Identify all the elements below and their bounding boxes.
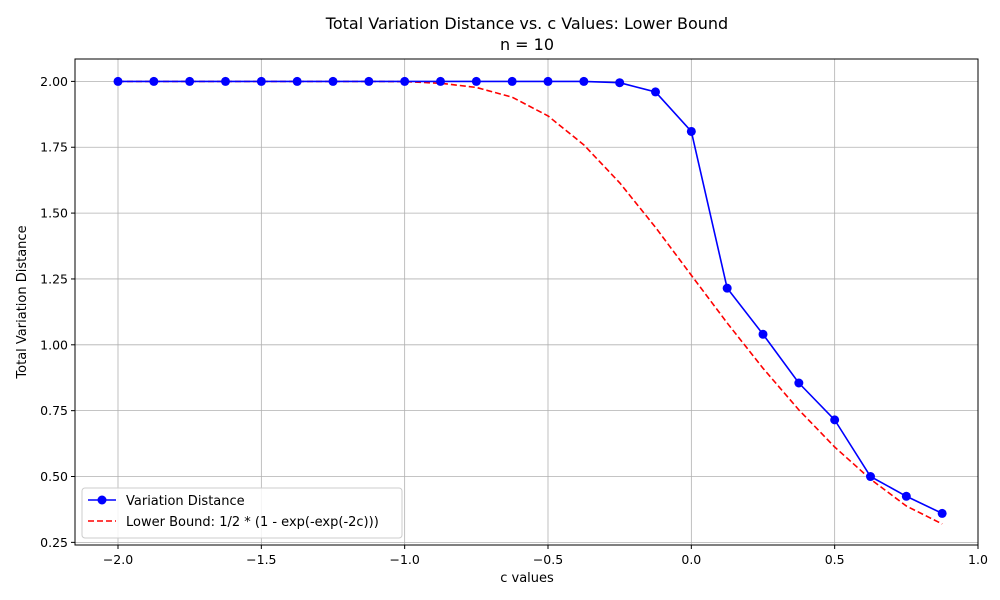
- x-axis-ticks: −2.0 −1.5 −1.0 −0.5 0.0 0.5 1.0: [103, 545, 988, 567]
- y-tick-label: 0.75: [40, 403, 68, 418]
- data-point-variation-distance: [364, 76, 374, 86]
- legend-box: [81, 487, 403, 539]
- data-point-variation-distance: [292, 76, 302, 86]
- x-tick-label: 0.5: [825, 552, 845, 567]
- y-axis-label: Total Variation Distance: [15, 225, 30, 379]
- y-axis-ticks: 0.25 0.50 0.75 1.00 1.25 1.50 1.75 2.00: [40, 74, 75, 550]
- data-point-variation-distance: [436, 76, 445, 86]
- y-tick-label: 1.75: [40, 140, 68, 155]
- legend-marker-variation-distance: [97, 495, 107, 505]
- legend: Variation Distance Lower Bound: 1/2 * (1…: [81, 487, 403, 539]
- data-point-variation-distance: [149, 76, 159, 86]
- plot-frame: [74, 58, 979, 546]
- x-tick-label: 1.0: [968, 552, 988, 567]
- x-tick-label: 0.0: [681, 552, 701, 567]
- legend-label-variation-distance: Variation Distance: [126, 494, 245, 509]
- data-point-variation-distance: [113, 76, 123, 86]
- chart-title: Total Variation Distance vs. c Values: L…: [325, 14, 728, 33]
- data-point-variation-distance: [794, 378, 804, 388]
- legend-label-lower-bound: Lower Bound: 1/2 * (1 - exp(-exp(-2c))): [126, 515, 379, 530]
- series-layer: [113, 76, 947, 525]
- data-point-variation-distance: [686, 126, 696, 136]
- data-point-variation-distance: [651, 87, 660, 97]
- y-tick-label: 1.00: [40, 337, 68, 352]
- x-tick-label: −1.5: [246, 552, 276, 567]
- data-point-variation-distance: [830, 415, 840, 425]
- data-point-variation-distance: [328, 76, 338, 86]
- data-point-variation-distance: [615, 78, 625, 88]
- x-axis-label: c values: [500, 571, 554, 586]
- y-tick-label: 0.50: [40, 469, 68, 484]
- series-line-variation-distance: [118, 80, 943, 515]
- data-point-variation-distance: [722, 283, 732, 293]
- y-tick-label: 0.25: [40, 535, 68, 550]
- data-point-variation-distance: [471, 76, 481, 86]
- x-tick-label: −1.0: [389, 552, 419, 567]
- data-point-variation-distance: [400, 76, 410, 86]
- data-point-variation-distance: [185, 76, 195, 86]
- y-tick-label: 1.50: [40, 206, 68, 221]
- data-point-variation-distance: [937, 508, 947, 518]
- y-tick-label: 2.00: [40, 74, 68, 89]
- data-point-variation-distance: [507, 76, 517, 86]
- data-point-variation-distance: [256, 76, 266, 86]
- y-tick-label: 1.25: [40, 271, 68, 286]
- data-point-variation-distance: [543, 76, 553, 86]
- data-point-variation-distance: [866, 472, 875, 482]
- x-tick-label: −0.5: [533, 552, 563, 567]
- data-point-variation-distance: [901, 491, 911, 501]
- data-point-variation-distance: [758, 329, 768, 339]
- data-point-variation-distance: [221, 76, 230, 86]
- chart-subtitle: n = 10: [500, 35, 554, 54]
- x-tick-label: −2.0: [103, 552, 133, 567]
- data-point-variation-distance: [579, 76, 589, 86]
